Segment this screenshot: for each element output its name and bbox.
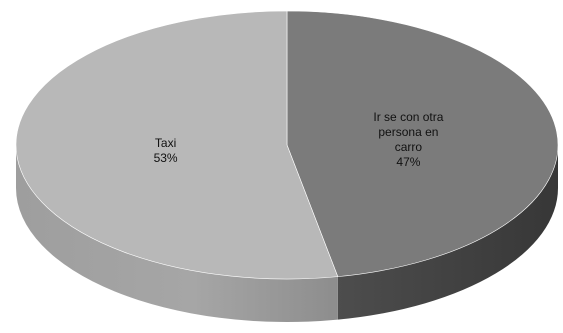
slice-label-line-0-1: persona en [378, 125, 438, 139]
slice-label-0: Ir se con otra persona en carro 47% [373, 110, 443, 169]
pie-slice-1 [15, 10, 339, 280]
pie-labels: Ir se con otra persona en carro 47% Taxi 53% [154, 110, 444, 169]
pie-sides [16, 145, 558, 322]
pie-slice-side-0 [337, 145, 558, 320]
slice-label-1: Taxi 53% [154, 136, 178, 165]
slice-percent-1: 53% [154, 151, 178, 165]
pie-slice-0 [286, 10, 559, 277]
slice-percent-0: 47% [396, 155, 420, 169]
slice-label-line-1-0: Taxi [155, 136, 176, 150]
slice-label-line-0-0: Ir se con otra [373, 110, 443, 124]
slice-label-line-0-2: carro [395, 140, 423, 154]
pie-slice-side-1 [16, 145, 338, 322]
pie-tops [15, 10, 559, 280]
